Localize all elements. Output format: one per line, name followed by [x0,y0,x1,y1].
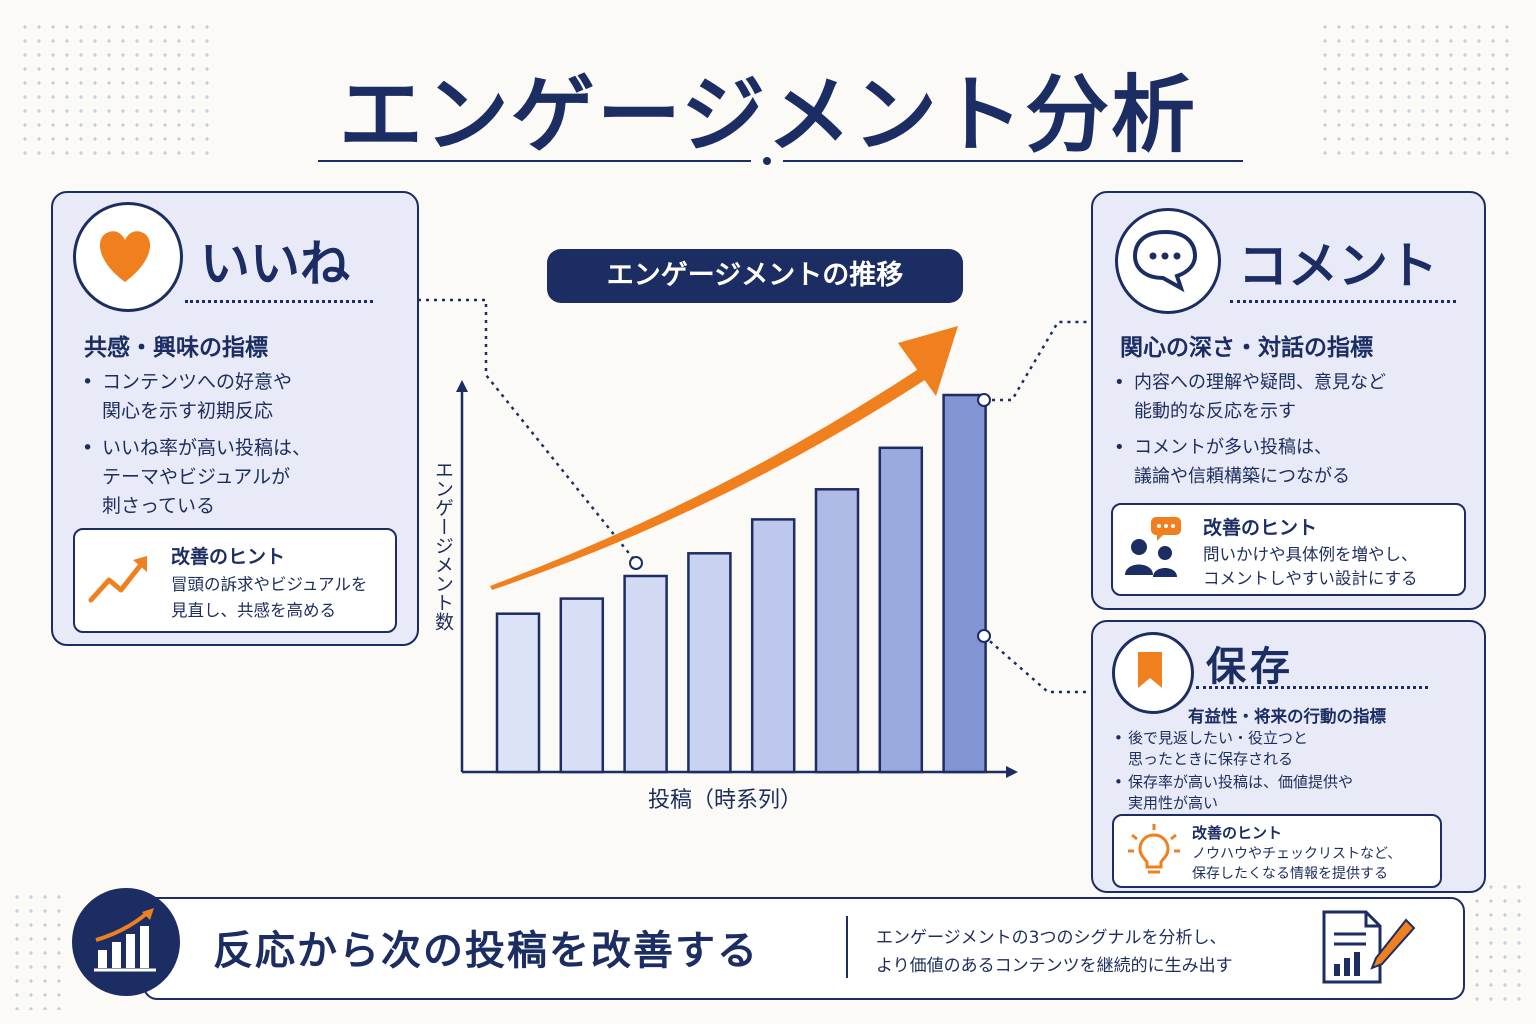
footer-title: 反応から次の投稿を改善する [213,928,759,974]
comments-hint-box: 改善のヒント 問いかけや具体例を増やし、 コメントしやすい設計にする [1111,503,1466,596]
saves-hint-box: 改善のヒント ノウハウやチェックリストなど、 保存したくなる情報を提供する [1112,814,1442,888]
hint-line: 見直し、共感を高める [171,601,336,620]
dot-pattern-bottom-right [1470,880,1530,1010]
likes-title-rule [185,300,373,303]
bullet-line: 能動的な反応を示す [1134,401,1296,422]
likes-bullets: コンテンツへの好意や 関心を示す初期反応 いいね率が高い投稿は、 テーマやビジュ… [80,368,311,521]
chart-x-axis-label: 投稿（時系列） [647,788,802,813]
likes-title: いいね [200,235,350,293]
chart-bar-8 [942,393,987,774]
likes-hint-box: 改善のヒント 冒頭の訴求やビジュアルを 見直し、共感を高める [73,528,397,633]
likes-anchor-dot [629,556,643,570]
chart-y-axis-label: エンゲージメント数 [432,460,454,631]
chart-title-pill: エンゲージメントの推移 [547,249,963,303]
trend-arrow-body [490,368,928,590]
bullet-line: 実用性が高い [1128,794,1219,812]
footer-desc-line: より価値のあるコンテンツを継続的に生み出す [876,956,1233,976]
speech-bubble-icon [1132,229,1198,293]
people-chat-icon [1125,517,1181,577]
chart-bars [495,393,987,774]
footer-description: エンゲージメントの3つのシグナルを分析し、 より価値のあるコンテンツを継続的に生… [876,924,1233,980]
bullet-line: 保存率が高い投稿は、価値提供や [1128,773,1354,791]
lightbulb-icon [1128,824,1180,874]
chart-bar-6 [814,488,860,774]
likes-hint-title: 改善のヒント [171,546,286,568]
saves-bullet-2: 保存率が高い投稿は、価値提供や 実用性が高い [1112,772,1353,814]
bullet-line: 刺さっている [102,495,216,517]
hint-line: 冒頭の訴求やビジュアルを [171,575,368,594]
bullet-line: 後で見返したい・役立つと [1128,729,1309,747]
saves-subtitle: 有益性・将来の行動の指標 [1188,707,1386,726]
title-rule-left [318,160,751,162]
hint-line: 保存したくなる情報を提供する [1192,866,1388,882]
chart-bar-2 [559,597,605,774]
comments-hint-title: 改善のヒント [1203,517,1318,539]
bullet-line: 関心を示す初期反応 [102,400,274,422]
bullet-line: テーマやビジュアルが [102,466,291,488]
footer-banner [143,897,1465,1000]
trend-arrow-head [898,326,958,396]
comments-bullets: 内容への理解や疑問、意見など 能動的な反応を示す コメントが多い投稿は、 議論や… [1112,368,1386,491]
comments-icon-circle [1115,208,1221,314]
bullet-line: コメントが多い投稿は、 [1134,437,1332,458]
chart-y-axis-arrow [456,380,468,392]
likes-subtitle: 共感・興味の指標 [84,335,268,361]
growth-chart-icon [94,908,156,972]
comments-subtitle: 関心の深さ・対話の指標 [1120,335,1373,361]
bullet-line: 内容への理解や疑問、意見など [1134,372,1386,393]
comments-title: コメント [1238,237,1438,295]
comments-title-rule [1230,300,1456,303]
bullet-line: いいね率が高い投稿は、 [102,437,312,459]
comments-anchor-dot [977,393,991,407]
saves-icon-circle [1112,632,1194,714]
comments-bullet-2: コメントが多い投稿は、 議論や信頼構築につながる [1112,433,1386,491]
chart-bar-3 [623,574,668,774]
chart-bar-4 [687,552,732,774]
dot-pattern-top-right [1318,20,1518,160]
saves-bullets: 後で見返したい・役立つと 思ったときに保存される 保存率が高い投稿は、価値提供や… [1112,728,1353,814]
likes-icon-circle [73,202,183,312]
saves-title: 保存 [1206,644,1294,690]
document-pencil-icon [1322,910,1416,984]
connector-saves [983,635,1092,694]
dot-pattern-bottom-left [10,890,70,1010]
bullet-line: 議論や信頼構築につながる [1134,466,1350,487]
chart-bar-5 [750,518,796,774]
chart-bar-1 [495,612,541,774]
saves-bullet-1: 後で見返したい・役立つと 思ったときに保存される [1112,728,1353,770]
saves-title-rule [1196,686,1428,689]
comments-hint-text: 問いかけや具体例を増やし、 コメントしやすい設計にする [1203,543,1418,591]
chart-bar-7 [878,446,924,774]
bullet-line: 思ったときに保存される [1128,750,1294,768]
trend-up-icon [88,556,147,603]
comments-bullet-1: 内容への理解や疑問、意見など 能動的な反応を示す [1112,368,1386,426]
footer-divider [846,916,848,978]
title-rule-dot [763,157,771,165]
saves-hint-title: 改善のヒント [1192,824,1283,842]
hint-line: コメントしやすい設計にする [1203,569,1418,588]
title-rule-right [783,160,1243,162]
chart-x-axis-arrow [1006,766,1018,778]
hint-line: 問いかけや具体例を増やし、 [1203,545,1418,564]
footer-icon-circle [72,888,180,996]
connector-comments [984,320,1092,402]
likes-hint-text: 冒頭の訴求やビジュアルを 見直し、共感を高める [171,572,367,624]
saves-hint-text: ノウハウやチェックリストなど、 保存したくなる情報を提供する [1192,844,1401,884]
bookmark-icon [1138,652,1162,688]
page-title: エンゲージメント分析 [338,66,1198,164]
saves-anchor-dot [977,629,991,643]
footer-desc-line: エンゲージメントの3つのシグナルを分析し、 [876,928,1227,948]
heart-icon [99,231,151,282]
dot-pattern-top-left [18,20,218,160]
hint-line: ノウハウやチェックリストなど、 [1192,846,1402,862]
bullet-line: コンテンツへの好意や [102,371,293,393]
likes-bullet-1: コンテンツへの好意や 関心を示す初期反応 [80,368,311,426]
likes-bullet-2: いいね率が高い投稿は、 テーマやビジュアルが 刺さっている [80,434,311,521]
